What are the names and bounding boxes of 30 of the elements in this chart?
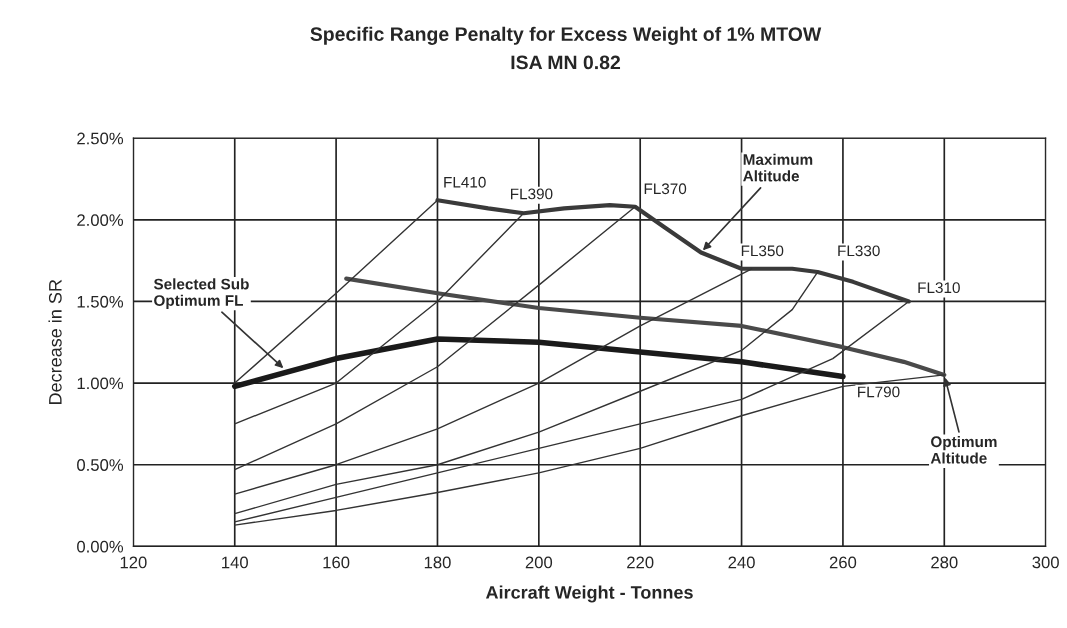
x-tick-label: 300 bbox=[1032, 556, 1059, 569]
y-tick-label: 0.50% bbox=[77, 459, 124, 471]
x-tick-label: 280 bbox=[931, 556, 958, 569]
x-tick-label: 180 bbox=[424, 556, 451, 569]
x-tick-label: 120 bbox=[120, 556, 147, 569]
x-tick-label: 140 bbox=[222, 556, 248, 569]
y-tick-label: 2.00% bbox=[77, 214, 124, 226]
y-tick-label: 0.00% bbox=[77, 540, 124, 553]
y-tick-label: 1.50% bbox=[77, 295, 124, 308]
x-tick-label: 160 bbox=[323, 556, 350, 569]
annotation: Maximum Altitude bbox=[743, 153, 813, 182]
x-tick-label: 240 bbox=[728, 556, 755, 569]
annotation: Selected Sub Optimum FL bbox=[153, 278, 249, 309]
y-axis-title: Decrease in SR bbox=[48, 279, 62, 404]
x-axis-title: Aircraft Weight - Tonnes bbox=[485, 585, 693, 603]
y-tick-label: 1.00% bbox=[77, 377, 124, 390]
chart-subtitle: ISA MN 0.82 bbox=[511, 55, 621, 70]
annotation: FL390 bbox=[510, 188, 553, 200]
annotation: FL350 bbox=[741, 245, 784, 257]
x-tick-label: 260 bbox=[829, 556, 857, 569]
annotation: Optimum Altitude bbox=[930, 435, 997, 464]
x-tick-label: 220 bbox=[627, 556, 654, 569]
annotation: FL410 bbox=[444, 176, 486, 188]
annotation: FL330 bbox=[838, 245, 880, 257]
annotation: FL310 bbox=[918, 282, 960, 294]
chart-title: Specific Range Penalty for Excess Weight of 1% MTOW bbox=[310, 26, 822, 45]
y-tick-label: 2.50% bbox=[77, 132, 124, 145]
x-tick-label: 200 bbox=[525, 556, 553, 569]
annotation: FL370 bbox=[644, 183, 687, 195]
annotation: FL790 bbox=[858, 386, 900, 398]
